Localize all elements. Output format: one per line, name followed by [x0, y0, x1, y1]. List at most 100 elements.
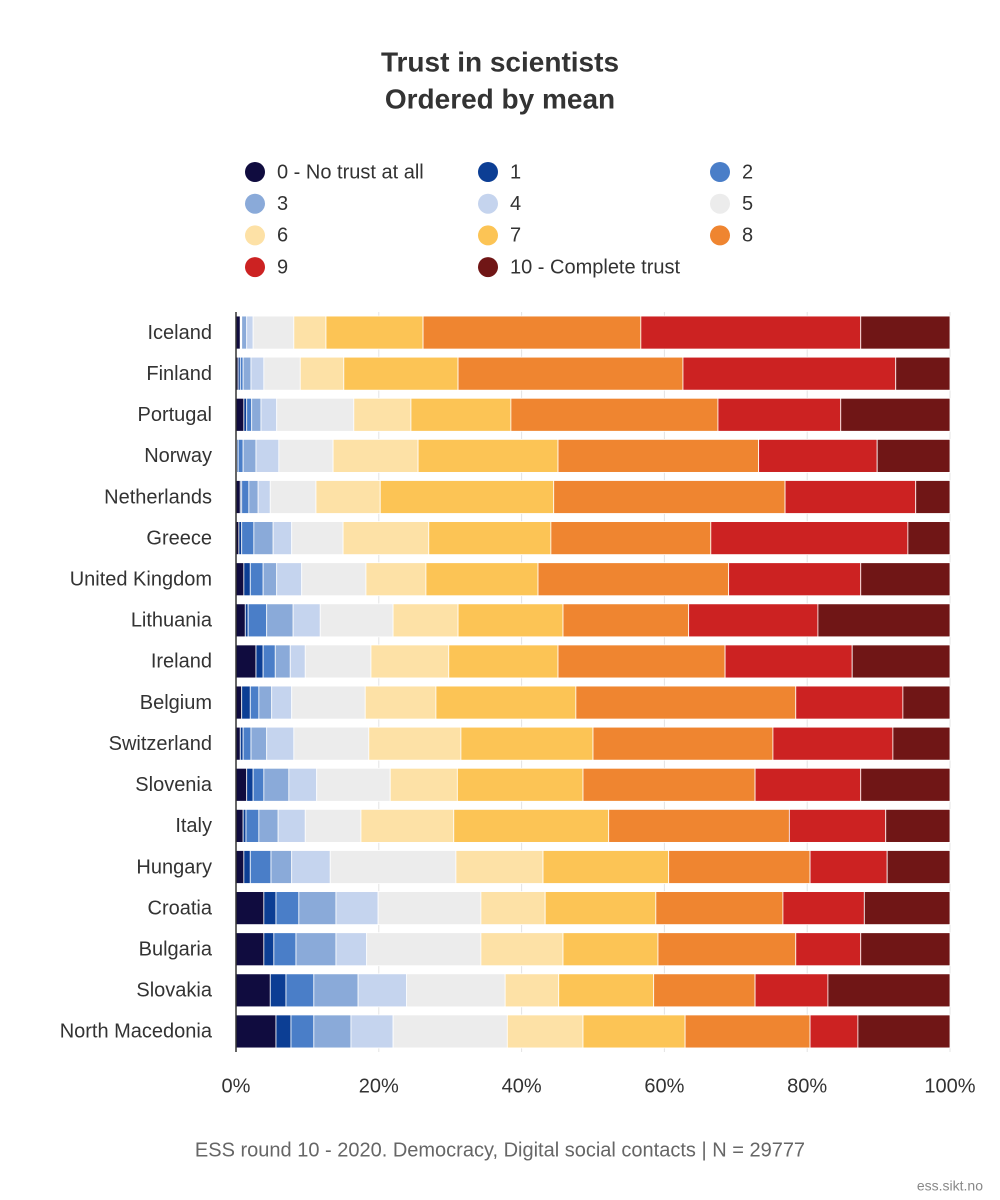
bar-segment [640, 315, 862, 350]
y-tick-label: Croatia [148, 897, 213, 919]
bar-segment [456, 767, 584, 802]
bar-segment [608, 808, 790, 843]
bar-segment [892, 726, 951, 761]
bar-segment [809, 1014, 859, 1049]
bar-segment [249, 562, 264, 597]
bar-segment [258, 685, 273, 720]
bar-segment [342, 521, 430, 556]
bar-segment [655, 891, 784, 926]
bar-segment [293, 726, 370, 761]
bar-segment [292, 603, 321, 638]
bar-segment [263, 356, 301, 391]
y-tick-label: Hungary [136, 856, 212, 878]
x-tick-label: 60% [644, 1075, 684, 1097]
bar-segment [263, 767, 290, 802]
bar-segment [243, 397, 248, 432]
bar-segment [258, 808, 279, 843]
bar-segment [274, 644, 291, 679]
bar-segment [235, 603, 246, 638]
bar-segment [251, 397, 262, 432]
bar-segment [684, 1014, 811, 1049]
bar-segment [263, 891, 277, 926]
bar-segment [668, 850, 811, 884]
bar-segment [241, 315, 248, 350]
bar-segment [817, 603, 951, 638]
bar-segment [657, 932, 797, 967]
bar-segment [293, 315, 327, 350]
bar-segment [460, 726, 594, 761]
bar-segment [860, 932, 951, 967]
bar-segment [235, 685, 243, 720]
legend-label: 10 - Complete trust [510, 256, 681, 278]
legend-label: 6 [277, 225, 288, 247]
x-tick-label: 100% [924, 1075, 975, 1097]
bar-segment [876, 438, 951, 473]
bar-segment [506, 1014, 584, 1049]
bar-segment [410, 397, 512, 432]
legend-marker [710, 162, 730, 182]
bar-segment [795, 932, 862, 967]
bar-segment [553, 480, 786, 514]
y-tick-label: Greece [146, 527, 212, 549]
bar-segment [242, 726, 252, 761]
bar-segment [235, 1014, 277, 1049]
bar-segment [285, 973, 315, 1008]
bar-segment [250, 726, 268, 761]
bar-segment [277, 808, 306, 843]
bar-segment [235, 644, 257, 679]
bar-segment [428, 521, 552, 556]
bar-segment [860, 315, 951, 350]
bar-segment [235, 397, 245, 432]
bar-segment [262, 644, 276, 679]
bar-segment [406, 973, 506, 1008]
bar-segment [350, 1014, 394, 1049]
bar-segment [239, 726, 244, 761]
bar-segment [316, 767, 391, 802]
bar-segment [295, 932, 337, 967]
legend-label: 5 [742, 193, 753, 215]
bar-segment [242, 356, 252, 391]
legend-label: 0 - No trust at all [277, 161, 424, 183]
bar-segment [235, 850, 245, 884]
bar-segment [244, 603, 249, 638]
bar-segment [249, 850, 272, 884]
bar-segment [754, 767, 862, 802]
bar-segment [562, 932, 659, 967]
bar-segment [235, 891, 265, 926]
bar-segment [288, 767, 318, 802]
bar-segment [480, 891, 546, 926]
y-tick-label: Portugal [138, 404, 213, 426]
bar-segment [758, 438, 878, 473]
bar-segment [315, 480, 381, 514]
bar-segment [360, 808, 455, 843]
source: ess.sikt.no [917, 1178, 983, 1194]
y-tick-label: Lithuania [131, 610, 213, 632]
x-tick-label: 80% [787, 1075, 827, 1097]
bar-segment [275, 1014, 292, 1049]
bar-segment [851, 644, 951, 679]
bar-segment [271, 685, 293, 720]
bar-segment [370, 644, 450, 679]
bar-segment [255, 644, 264, 679]
bar-segment [246, 315, 254, 350]
bar-segment [291, 850, 331, 884]
bar-segment [857, 1014, 951, 1049]
y-tick-label: Switzerland [109, 733, 212, 755]
y-tick-label: United Kingdom [70, 569, 212, 591]
bar-segment [246, 397, 253, 432]
bar-segment [269, 480, 317, 514]
bar-segment [298, 891, 337, 926]
bar-segment [263, 932, 275, 967]
bar-segment [724, 644, 853, 679]
bar-segment [248, 480, 259, 514]
bar-segment [304, 644, 372, 679]
bar-segment [243, 850, 251, 884]
bar-segment [325, 315, 424, 350]
bar-segment [291, 685, 366, 720]
legend-label: 1 [510, 161, 521, 183]
bar-segment [250, 356, 265, 391]
bar-segment [278, 438, 334, 473]
bar-segment [276, 397, 355, 432]
bar-segment [784, 480, 917, 514]
bar-segment [242, 808, 247, 843]
